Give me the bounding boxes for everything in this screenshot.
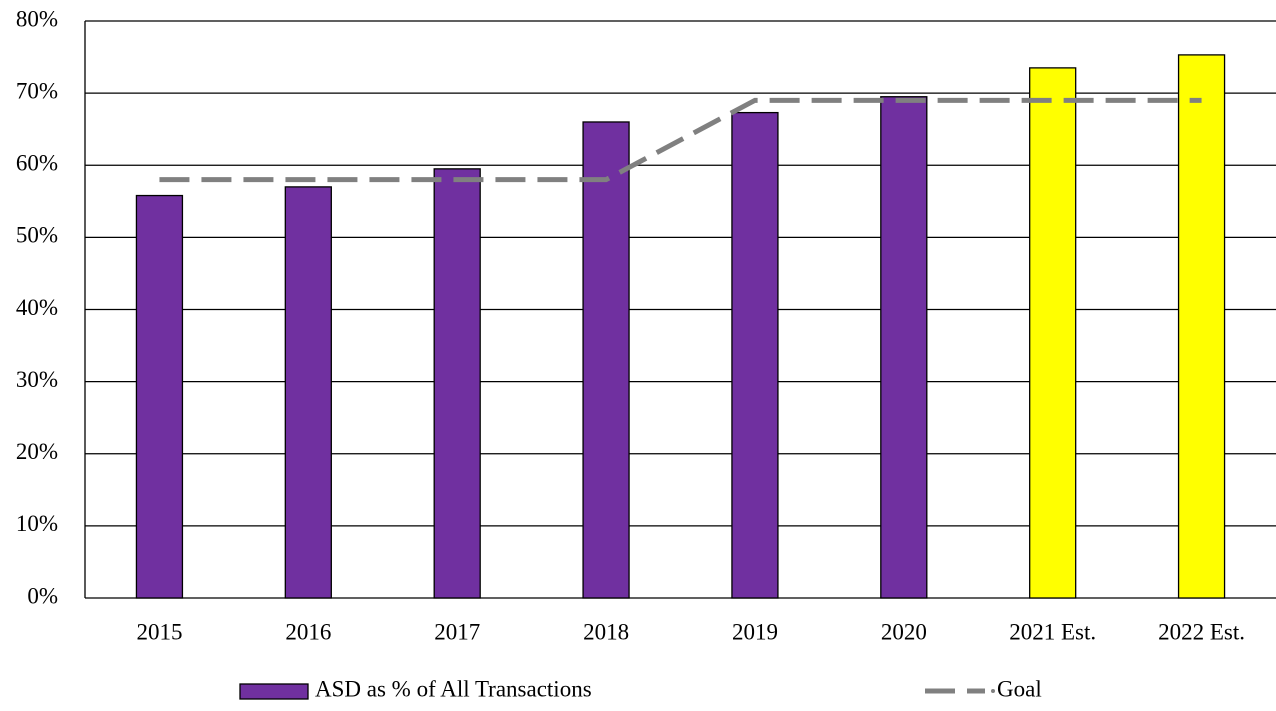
bar (731, 111, 779, 599)
bar (135, 194, 184, 599)
y-tick-label: 70% (16, 78, 58, 103)
x-tick-label: 2017 (434, 619, 480, 644)
y-tick-label: 50% (16, 223, 58, 248)
legend-swatch (239, 683, 309, 700)
x-tick-label: 2015 (136, 619, 182, 644)
y-tick-label: 30% (16, 367, 58, 392)
bar (582, 121, 630, 599)
x-tick-label: 2021 Est. (1009, 619, 1096, 644)
y-tick-label: 80% (16, 6, 58, 31)
y-tick-label: 20% (16, 439, 58, 464)
x-tick-label: 2019 (732, 619, 778, 644)
y-tick-label: 40% (16, 295, 58, 320)
legend-label: ASD as % of All Transactions (315, 676, 592, 701)
bar (433, 168, 481, 599)
y-tick-label: 0% (27, 583, 58, 608)
y-tick-label: 60% (16, 151, 58, 176)
legend-label: Goal (997, 676, 1042, 701)
x-tick-label: 2018 (583, 619, 629, 644)
x-tick-label: 2016 (285, 619, 331, 644)
bar (880, 96, 928, 599)
y-tick-label: 10% (16, 511, 58, 536)
legend-dot (991, 689, 995, 693)
bar (1177, 54, 1226, 599)
goal-line (159, 97, 1202, 183)
x-tick-label: 2020 (881, 619, 927, 644)
bar (284, 186, 332, 599)
x-tick-label: 2022 Est. (1158, 619, 1245, 644)
bar (1029, 67, 1077, 599)
